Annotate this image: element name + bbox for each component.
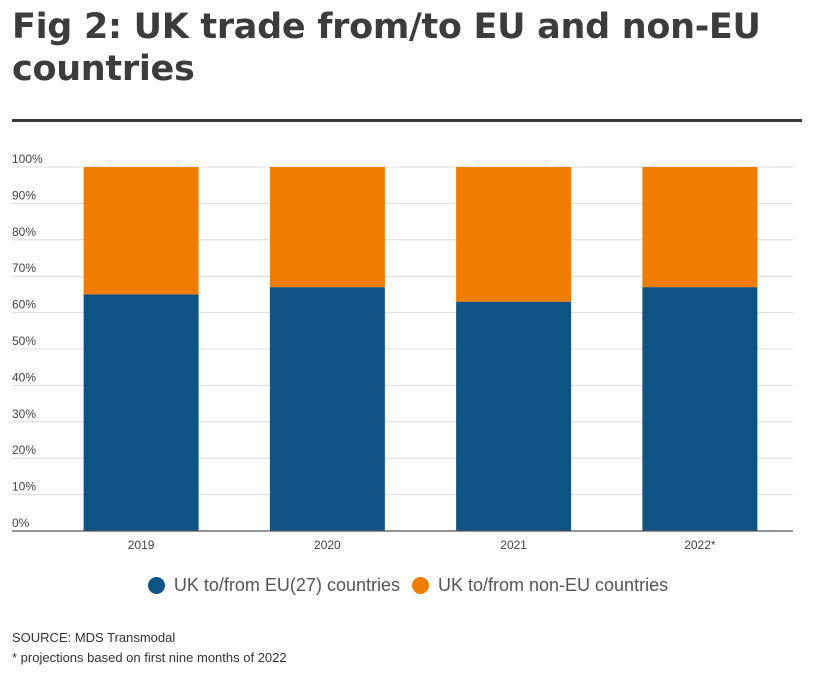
y-tick-label: 30% xyxy=(12,407,36,421)
axes: 0% 10% 20% 30% 40% 50% 60% 70% 80% 90% 100% 2019 202… xyxy=(12,152,793,552)
y-tick-label: 80% xyxy=(12,225,36,239)
y-tick-label: 100% xyxy=(12,152,43,166)
projection-footnote: * projections based on first nine months… xyxy=(12,650,287,665)
chart-footer: SOURCE: MDS Transmodal * projections bas… xyxy=(12,628,287,668)
y-tick-label: 10% xyxy=(12,480,36,494)
legend: UK to/from EU(27) countries UK to/from n… xyxy=(0,575,816,596)
y-tick-label: 60% xyxy=(12,298,36,312)
y-tick-label: 20% xyxy=(12,443,36,457)
y-tick-label: 90% xyxy=(12,188,36,202)
x-tick-label: 2019 xyxy=(128,538,155,552)
y-tick-label: 50% xyxy=(12,334,36,348)
chart-title: Fig 2: UK trade from/to EU and non-EU co… xyxy=(12,7,761,89)
bars xyxy=(83,167,758,531)
y-tick-label: 0% xyxy=(12,516,30,530)
x-tick-label: 2022* xyxy=(684,538,716,552)
x-tick-label: 2021 xyxy=(500,538,527,552)
bar-segment-eu xyxy=(83,294,199,531)
source-note: SOURCE: MDS Transmodal xyxy=(12,630,176,645)
bar-segment-eu xyxy=(642,287,758,531)
legend-item-non-eu[interactable]: UK to/from non-EU countries xyxy=(411,575,669,596)
legend-label-eu: UK to/from EU(27) countries xyxy=(173,575,400,595)
legend-swatch-non-eu xyxy=(411,577,429,594)
bar-segment-non-eu xyxy=(456,167,572,302)
bar-segment-eu xyxy=(269,287,385,531)
bar-segment-non-eu xyxy=(269,167,385,288)
y-tick-label: 40% xyxy=(12,370,36,384)
title-divider xyxy=(12,119,802,122)
legend-swatch-eu xyxy=(147,577,165,594)
stacked-bar-chart: 0% 10% 20% 30% 40% 50% 60% 70% 80% 90% 100% 2019 202… xyxy=(12,152,793,552)
x-tick-label: 2020 xyxy=(314,538,341,552)
bar-segment-non-eu xyxy=(642,167,758,288)
legend-label-non-eu: UK to/from non-EU countries xyxy=(437,575,669,595)
legend-item-eu[interactable]: UK to/from EU(27) countries xyxy=(147,575,400,596)
bar-segment-eu xyxy=(456,301,572,531)
bar-segment-non-eu xyxy=(83,167,199,295)
y-tick-label: 70% xyxy=(12,261,36,275)
